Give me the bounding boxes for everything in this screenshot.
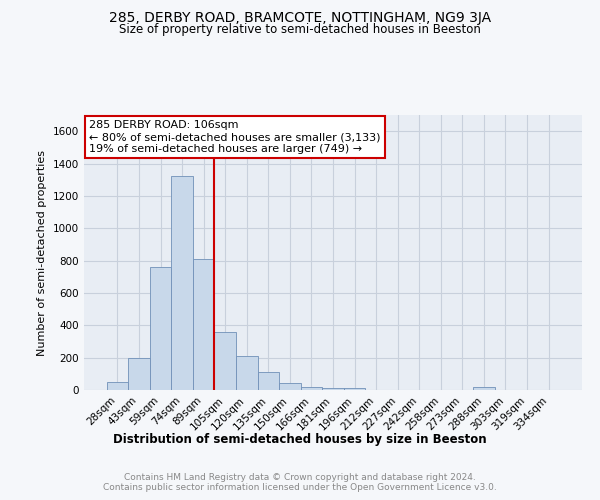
Bar xyxy=(214,332,236,390)
Text: Size of property relative to semi-detached houses in Beeston: Size of property relative to semi-detach… xyxy=(119,22,481,36)
Bar xyxy=(107,382,128,390)
Bar xyxy=(344,388,365,390)
Text: Distribution of semi-detached houses by size in Beeston: Distribution of semi-detached houses by … xyxy=(113,432,487,446)
Text: Contains public sector information licensed under the Open Government Licence v3: Contains public sector information licen… xyxy=(103,484,497,492)
Y-axis label: Number of semi-detached properties: Number of semi-detached properties xyxy=(37,150,47,356)
Bar xyxy=(236,356,257,390)
Bar xyxy=(128,358,150,390)
Bar xyxy=(172,176,193,390)
Bar xyxy=(279,382,301,390)
Text: Contains HM Land Registry data © Crown copyright and database right 2024.: Contains HM Land Registry data © Crown c… xyxy=(124,472,476,482)
Bar xyxy=(150,267,172,390)
Bar xyxy=(301,387,322,390)
Bar xyxy=(473,387,494,390)
Bar xyxy=(322,388,344,390)
Text: 285, DERBY ROAD, BRAMCOTE, NOTTINGHAM, NG9 3JA: 285, DERBY ROAD, BRAMCOTE, NOTTINGHAM, N… xyxy=(109,11,491,25)
Bar xyxy=(257,372,279,390)
Bar xyxy=(193,259,214,390)
Text: 285 DERBY ROAD: 106sqm
← 80% of semi-detached houses are smaller (3,133)
19% of : 285 DERBY ROAD: 106sqm ← 80% of semi-det… xyxy=(89,120,380,154)
